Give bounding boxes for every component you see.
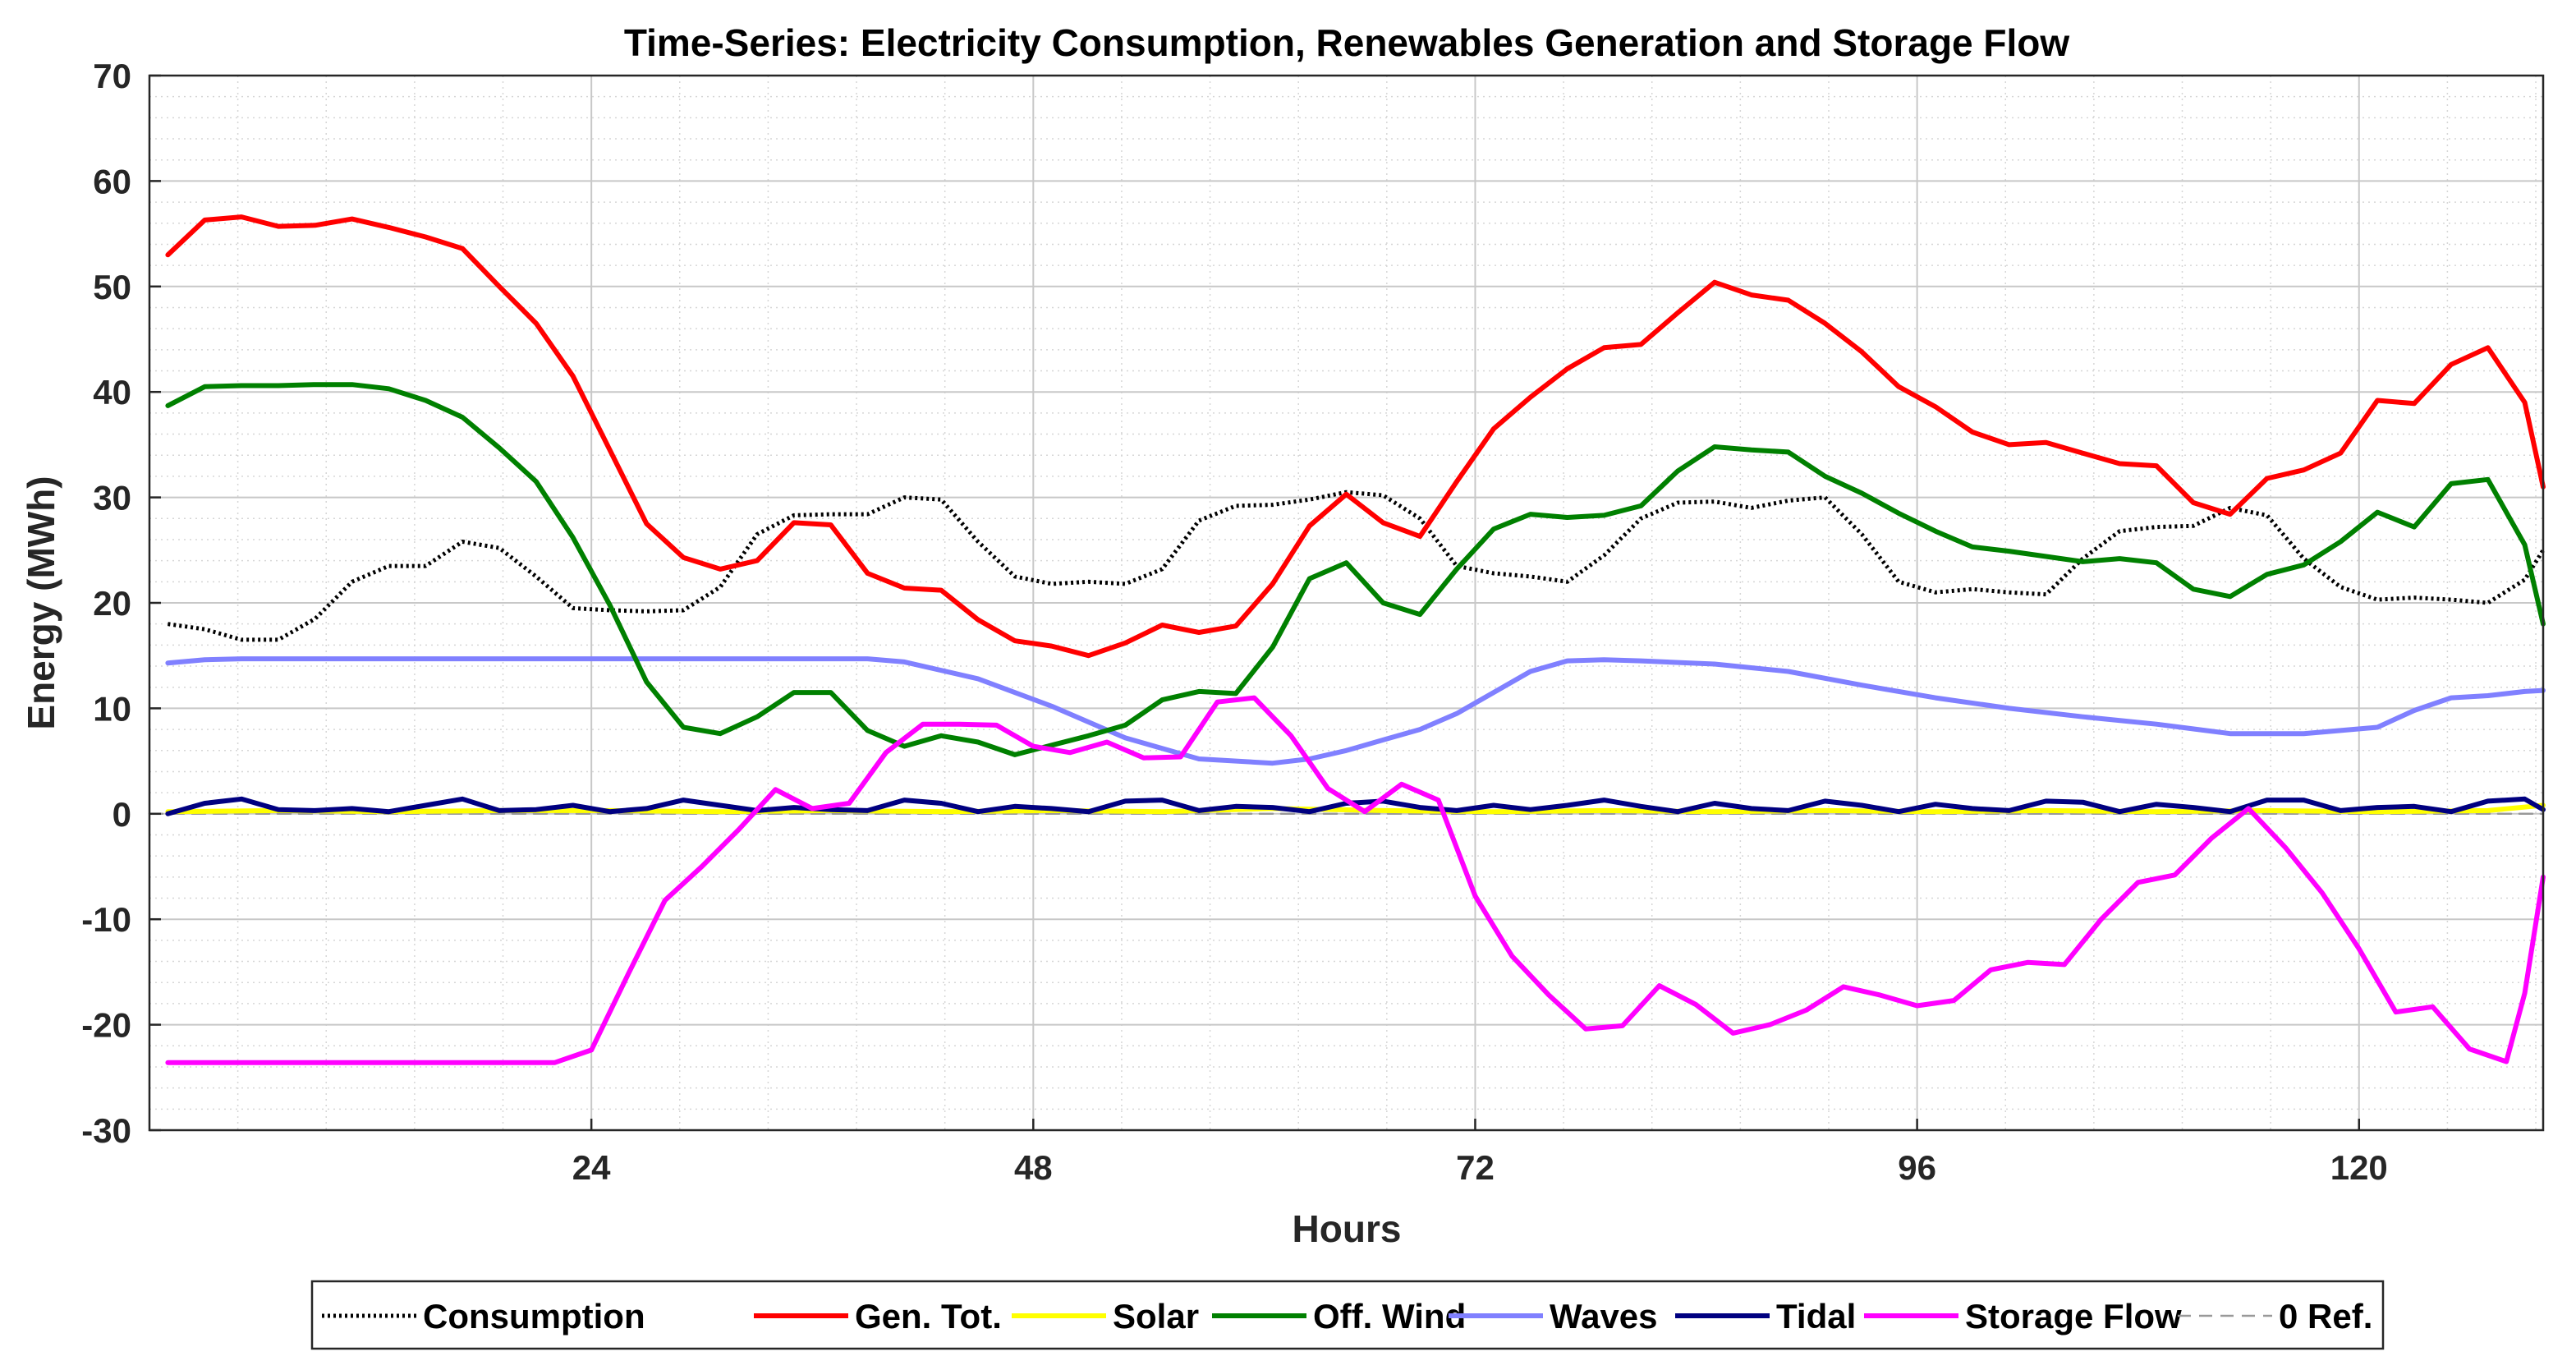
- y-tick-label: 70: [93, 57, 131, 95]
- y-tick-label: 60: [93, 162, 131, 200]
- legend-label: Waves: [1550, 1297, 1658, 1336]
- legend-box: [310, 1280, 2385, 1350]
- x-tick-label: 120: [2330, 1148, 2388, 1187]
- y-tick-label: 20: [93, 584, 131, 623]
- legend-label: Gen. Tot.: [855, 1297, 1002, 1336]
- legend-label: Solar: [1113, 1297, 1199, 1336]
- legend: Consumption Gen. Tot. Solar Off. Wind Waves T…: [310, 1280, 2385, 1350]
- y-tick-label: -20: [81, 1006, 131, 1045]
- y-tick-label: 50: [93, 268, 131, 306]
- x-tick-label: 24: [572, 1148, 611, 1187]
- x-axis-label: Hours: [1293, 1207, 1402, 1250]
- chart-title: Time-Series: Electricity Consumption, Re…: [624, 21, 2070, 64]
- y-axis-ticks: -30 -20 -10 0 10 20 30 40 50 60 70: [81, 57, 161, 1150]
- series-line-storage-flow: [165, 695, 2546, 1065]
- y-tick-label: -30: [81, 1111, 131, 1150]
- series-line-tidal: [165, 796, 2546, 816]
- x-tick-label: 48: [1014, 1148, 1053, 1187]
- y-tick-label: 40: [93, 373, 131, 411]
- series-line-gen-tot: [165, 214, 2546, 659]
- series-layer: [148, 214, 2546, 1065]
- legend-label: Consumption: [423, 1297, 645, 1336]
- series-line-waves: [165, 656, 2546, 766]
- x-tick-label: 72: [1456, 1148, 1495, 1187]
- y-axis-label: Energy (MWh): [20, 476, 62, 729]
- y-tick-label: 10: [93, 689, 131, 728]
- minor-grid: [149, 76, 2543, 1130]
- legend-label: Storage Flow: [1965, 1297, 2182, 1336]
- y-tick-label: -10: [81, 900, 131, 939]
- series-line-solar: [165, 802, 2546, 815]
- y-tick-label: 0: [112, 795, 131, 834]
- legend-items: Consumption Gen. Tot. Solar Off. Wind Waves T…: [322, 1297, 2372, 1336]
- series-line-off-wind: [165, 382, 2546, 757]
- legend-label: 0 Ref.: [2279, 1297, 2372, 1336]
- plot-area: [148, 74, 2546, 1132]
- legend-label: Off. Wind: [1313, 1297, 1466, 1336]
- x-tick-label: 96: [1898, 1148, 1936, 1187]
- x-axis-ticks: 24 48 72 96 120: [572, 1119, 2388, 1187]
- y-tick-label: 30: [93, 479, 131, 517]
- legend-label: Tidal: [1776, 1297, 1856, 1336]
